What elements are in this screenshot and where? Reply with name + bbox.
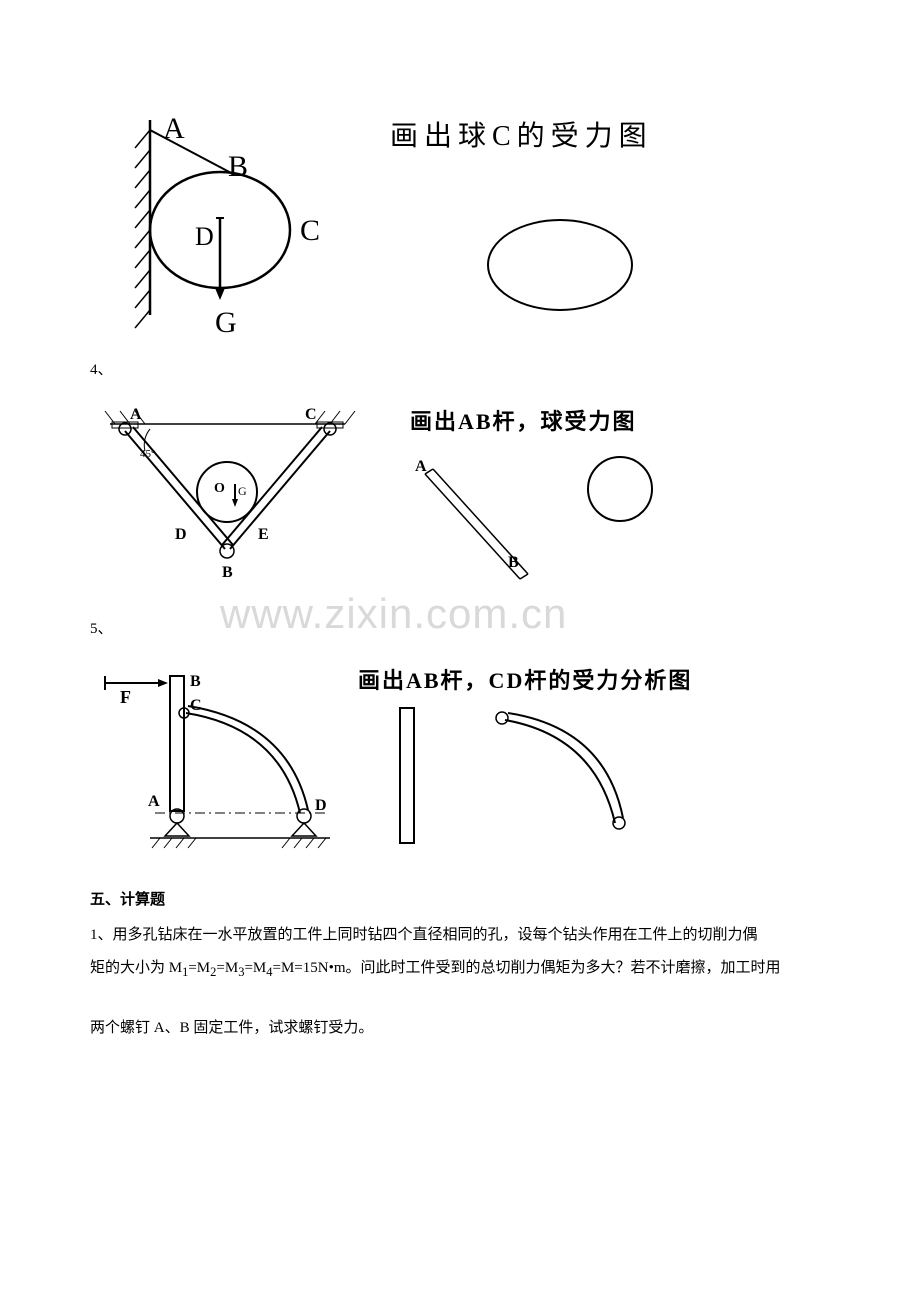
q1-line1f: =M=15N•m。问此时工件受到的总切削力偶矩为多大？若不计磨擦，加工时用 [272, 960, 780, 976]
figure-4-number: 4、 [90, 358, 830, 379]
label-a6: A [148, 793, 160, 810]
label-b: B [228, 150, 248, 183]
label-o: O [214, 481, 225, 496]
label-d5: D [175, 526, 187, 543]
label-b5r: B [508, 554, 519, 571]
figure-4-block: A B C D G 画出球C的受力图 4、 [90, 100, 830, 379]
q1-line1e: =M [244, 960, 266, 976]
q1-line1b: 矩的大小为 M [90, 960, 182, 976]
figure-6-svg: F B C A D 画出AB杆，CD杆的受力分析图 [90, 658, 830, 858]
label-f6: F [120, 687, 131, 707]
label-b5: B [222, 564, 233, 581]
label-angle: 45° [140, 448, 155, 460]
q1-line2: 两个螺钉 A、B 固定工件，试求螺钉受力。 [90, 1020, 373, 1036]
question-1: 1、用多孔钻床在一水平放置的工件上同时钻四个直径相同的孔，设每个钻头作用在工件上… [90, 919, 830, 1045]
figure-4-prompt: 画出球C的受力图 [390, 120, 653, 152]
label-d6: D [315, 797, 327, 814]
figure-5-number: 5、 [90, 617, 830, 638]
label-c6: C [190, 697, 202, 714]
label-g5: G [238, 484, 247, 498]
q1-line1c: =M [188, 960, 210, 976]
label-b6: B [190, 673, 201, 690]
label-a5: A [130, 406, 142, 423]
q1-line1a: 1、用多孔钻床在一水平放置的工件上同时钻四个直径相同的孔，设每个钻头作用在工件上… [90, 927, 758, 943]
label-d: D [195, 222, 214, 251]
figure-5-prompt: 画出AB杆，球受力图 [410, 409, 637, 434]
label-c: C [300, 214, 320, 247]
section-5-title: 五、计算题 [90, 888, 830, 909]
figure-4-svg: A B C D G 画出球C的受力图 [90, 100, 830, 350]
label-c5: C [305, 406, 317, 423]
q1-line1d: =M [216, 960, 238, 976]
figure-6-block: F B C A D 画出AB杆，CD杆的受力分析图 [90, 658, 830, 858]
figure-6-prompt: 画出AB杆，CD杆的受力分析图 [358, 668, 692, 693]
label-g: G [215, 306, 237, 339]
figure-5-svg: A C 45° O G D E B 画出AB杆，球受力图 A B [90, 399, 830, 609]
label-e5: E [258, 526, 269, 543]
label-a5r: A [415, 458, 427, 475]
figure-5-block: A C 45° O G D E B 画出AB杆，球受力图 A B 5、 [90, 399, 830, 638]
label-a: A [163, 112, 185, 145]
